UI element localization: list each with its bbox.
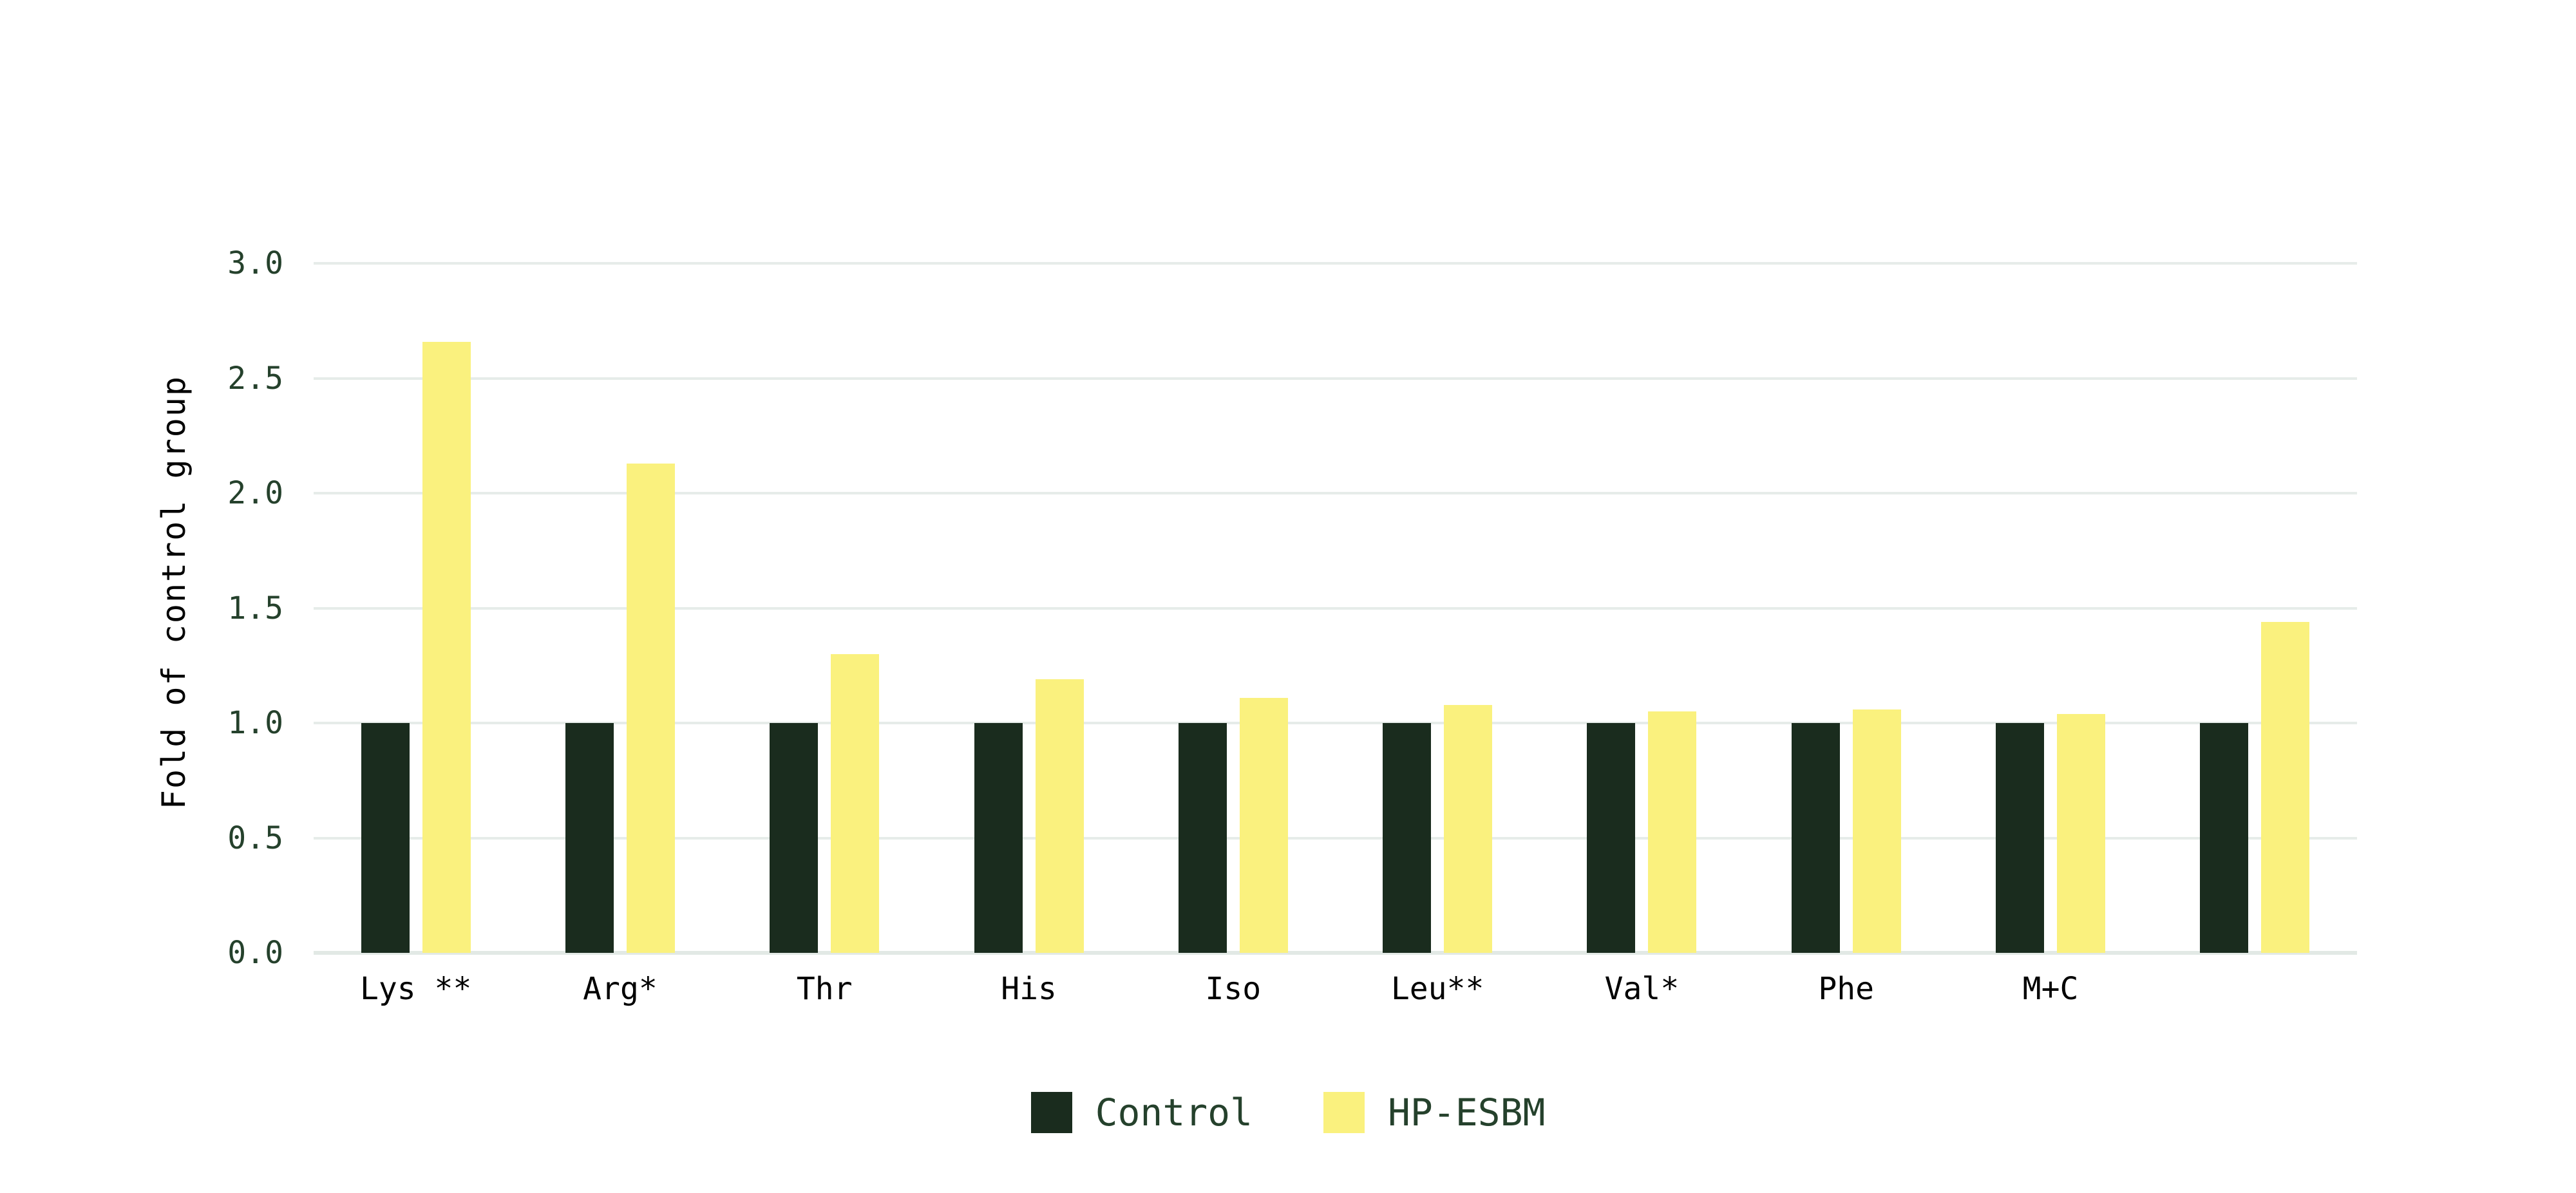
y-tick-label-2.5: 2.5: [227, 360, 283, 397]
bar-hp-esbm-arg: [626, 463, 675, 953]
bar-hp-esbm-val: [1648, 711, 1697, 953]
y-tick-label-1.5: 1.5: [227, 590, 283, 626]
bar-group-10: [2153, 218, 2357, 953]
bar-pair: [2153, 218, 2357, 953]
bar-pair: [1948, 218, 2152, 953]
bar-group-lys: Lys **: [314, 218, 518, 1004]
x-tick-label-his: His: [1001, 971, 1057, 1007]
bar-pair: [927, 218, 1131, 953]
bar-hp-esbm-iso: [1239, 697, 1288, 953]
bar-control-his: [974, 723, 1023, 953]
legend-label-control: Control: [1095, 1091, 1253, 1134]
bar-control-10: [2200, 723, 2249, 953]
bar-group-arg: Arg*: [518, 218, 722, 1004]
bar-pair: [1744, 218, 1948, 953]
x-tick-label-thr: Thr: [796, 971, 853, 1007]
bar-hp-esbm-leu: [1444, 704, 1493, 953]
x-tick-label-arg: Arg*: [583, 971, 658, 1007]
bar-pair: [1335, 218, 1539, 953]
bar-group-leu: Leu**: [1335, 218, 1539, 1004]
y-tick-label-3.0: 3.0: [227, 245, 283, 282]
x-tick-label-phe: Phe: [1818, 971, 1875, 1007]
gridline-0.5: [314, 836, 2357, 840]
bar-control-leu: [1383, 723, 1432, 953]
plot-area: 0.0 0.5 1.0 1.5 2.0 2.5 3.0 Lys ** Arg* Thr His Is…: [227, 218, 2357, 1004]
legend-label-hp-esbm: HP-ESBM: [1388, 1091, 1546, 1134]
legend-swatch-hp-esbm: [1323, 1092, 1365, 1133]
gridline-2.5: [314, 377, 2357, 380]
bar-groups: Lys ** Arg* Thr His Iso Leu** Val* Phe M+C: [314, 218, 2357, 1004]
gridline-3.0: [314, 262, 2357, 265]
bar-pair: [518, 218, 722, 953]
y-tick-label-1.0: 1.0: [227, 705, 283, 742]
bar-control-arg: [565, 723, 614, 953]
bar-control-thr: [770, 723, 819, 953]
x-tick-label-val: Val*: [1604, 971, 1680, 1007]
x-tick-label-iso: Iso: [1205, 971, 1262, 1007]
bar-pair: [1131, 218, 1335, 953]
bar-hp-esbm-lys: [422, 341, 471, 953]
gridline-1.0: [314, 722, 2357, 725]
gridline-1.5: [314, 606, 2357, 610]
bar-pair: [723, 218, 927, 953]
x-tick-label-leu: Leu**: [1390, 971, 1484, 1007]
bar-group-phe: Phe: [1744, 218, 1948, 1004]
bar-control-m-c: [1996, 723, 2045, 953]
bar-group-thr: Thr: [723, 218, 927, 1004]
bar-control-val: [1587, 723, 1636, 953]
bar-hp-esbm-his: [1035, 679, 1084, 953]
bar-hp-esbm-10: [2261, 622, 2310, 953]
bar-control-lys: [361, 723, 410, 953]
gridline-0.0: [314, 951, 2357, 955]
y-tick-label-0.5: 0.5: [227, 820, 283, 856]
bar-pair: [1540, 218, 1744, 953]
gridline-2.0: [314, 492, 2357, 495]
bar-control-phe: [1791, 723, 1840, 953]
legend-item-control: Control: [1030, 1091, 1253, 1134]
bar-group-iso: Iso: [1131, 218, 1335, 1004]
bar-control-iso: [1178, 723, 1227, 953]
y-tick-label-2.0: 2.0: [227, 475, 283, 512]
legend-item-hp-esbm: HP-ESBM: [1323, 1092, 1545, 1133]
x-tick-label-m-c: M+C: [2022, 971, 2079, 1007]
bar-group-his: His: [927, 218, 1131, 1004]
y-tick-label-0.0: 0.0: [227, 935, 283, 971]
bar-group-val: Val*: [1540, 218, 1744, 1004]
legend: Control HP-ESBM: [0, 1091, 2576, 1134]
bar-hp-esbm-thr: [831, 654, 880, 953]
legend-swatch-control: [1030, 1092, 1072, 1133]
bar-group-m-c: M+C: [1948, 218, 2152, 1004]
bar-hp-esbm-m-c: [2057, 713, 2106, 953]
bar-hp-esbm-phe: [1852, 709, 1901, 953]
x-tick-label-lys: Lys **: [359, 971, 472, 1007]
y-axis-title: Fold of control group: [155, 375, 193, 810]
bar-pair: [314, 218, 518, 953]
